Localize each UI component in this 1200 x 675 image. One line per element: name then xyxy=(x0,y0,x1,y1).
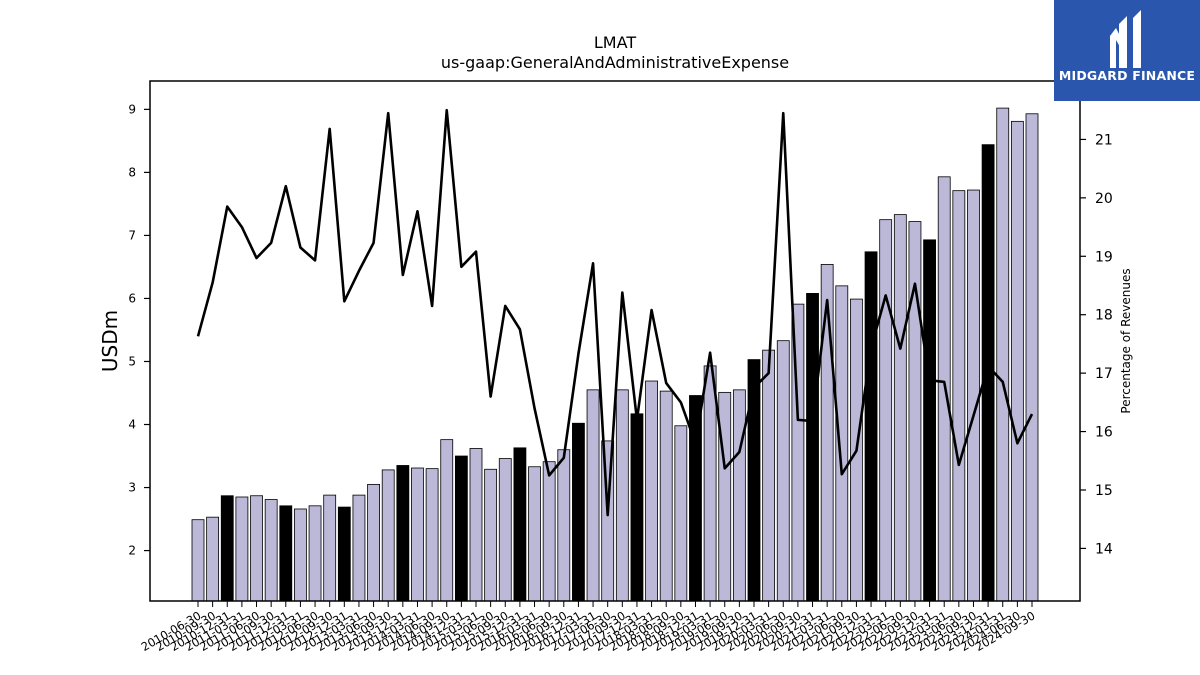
bar-2022-09-30 xyxy=(908,221,922,602)
bar-2017-03-31 xyxy=(586,389,600,602)
bar-2012-09-30 xyxy=(323,494,337,602)
bar-2015-03-31 xyxy=(469,448,483,602)
bar-2010-12-31 xyxy=(220,495,234,602)
bar-2011-12-31 xyxy=(279,505,293,602)
bar-2012-06-30 xyxy=(308,505,322,602)
brand-name: MIDGARD FINANCE xyxy=(1058,68,1196,83)
bar-2024-03-31 xyxy=(996,107,1010,602)
bar-2024-06-30 xyxy=(1010,120,1024,602)
bar-2023-12-31 xyxy=(981,144,995,602)
midgard-logo-icon xyxy=(1110,10,1141,68)
bar-2022-06-30 xyxy=(893,214,907,602)
bar-2011-06-30 xyxy=(250,495,263,602)
y-tick-label: 5 xyxy=(128,354,136,368)
revenue-percentage-line xyxy=(196,108,1034,517)
bar-group xyxy=(191,107,1039,602)
bar-2012-03-31 xyxy=(294,508,307,602)
bar-2015-09-30 xyxy=(498,458,512,602)
chart-subtitle: us-gaap:GeneralAndAdministrativeExpense xyxy=(441,53,789,72)
bar-2016-09-30 xyxy=(557,449,571,602)
y-tick-label: 7 xyxy=(128,228,136,242)
bar-2010-09-30 xyxy=(206,516,220,602)
bar-2011-09-30 xyxy=(264,499,278,602)
y2-tick-label: 15 xyxy=(1095,483,1113,499)
brand-logo: MIDGARD FINANCE xyxy=(1054,0,1200,101)
bar-2015-06-30 xyxy=(484,468,498,602)
y-tick-label: 6 xyxy=(128,291,136,305)
bar-2017-09-30 xyxy=(615,389,629,602)
y-tick-label: 8 xyxy=(128,165,136,179)
y2-tick-label: 21 xyxy=(1095,132,1113,148)
bar-2013-06-30 xyxy=(367,483,380,602)
plot-frame xyxy=(149,80,1081,602)
y2-tick-label: 17 xyxy=(1095,366,1113,382)
bar-2021-06-30 xyxy=(835,285,849,602)
y2-tick-label: 19 xyxy=(1095,249,1113,265)
bar-2020-03-31 xyxy=(762,349,776,602)
bar-2016-03-31 xyxy=(528,466,541,602)
y-tick-label: 9 xyxy=(128,102,136,116)
y2-axis-label: Percentage of Revenues xyxy=(1119,268,1133,413)
bar-2018-09-30 xyxy=(674,425,688,602)
y-axis: 2 3 4 5 6 7 8 9 xyxy=(128,102,150,558)
bar-2011-03-31 xyxy=(235,496,249,602)
bar-2013-09-30 xyxy=(381,469,395,602)
bar-2018-12-31 xyxy=(689,395,702,602)
y2-tick-label: 18 xyxy=(1095,308,1113,324)
y-tick-label: 4 xyxy=(128,418,136,432)
y2-tick-label: 16 xyxy=(1095,425,1113,441)
bar-2020-06-30 xyxy=(776,340,790,602)
bar-2014-06-30 xyxy=(425,468,439,602)
bar-2013-03-31 xyxy=(352,494,366,602)
bar-2022-12-31 xyxy=(923,239,936,602)
bar-2024-09-30 xyxy=(1025,113,1039,602)
bar-2016-12-31 xyxy=(572,422,585,602)
bar-2017-12-31 xyxy=(630,413,644,602)
bar-2019-06-30 xyxy=(718,391,732,602)
bar-2015-12-31 xyxy=(513,447,527,602)
bar-2013-12-31 xyxy=(396,465,410,602)
bar-2014-03-31 xyxy=(411,467,424,602)
bar-2014-12-31 xyxy=(454,455,468,602)
y2-axis: 14 15 16 17 18 19 20 21 xyxy=(1080,132,1113,557)
y-tick-label: 2 xyxy=(128,544,136,558)
bar-2012-12-31 xyxy=(337,506,351,602)
y-tick-label: 3 xyxy=(128,481,136,495)
bar-2019-03-31 xyxy=(703,365,717,602)
chart-title: LMAT xyxy=(594,33,636,52)
bar-2019-09-30 xyxy=(732,389,746,602)
bar-2021-12-31 xyxy=(864,251,878,602)
bar-2018-03-31 xyxy=(645,380,658,602)
bar-2014-09-30 xyxy=(440,439,454,602)
bar-2020-12-31 xyxy=(806,293,819,602)
bar-2010-06-30 xyxy=(191,519,205,602)
bar-2016-06-30 xyxy=(542,461,556,602)
bar-2018-06-30 xyxy=(659,390,673,602)
y2-tick-label: 14 xyxy=(1095,541,1113,557)
y-axis-label: USDm xyxy=(98,310,122,372)
bar-2019-12-31 xyxy=(747,359,761,602)
bar-2022-03-31 xyxy=(879,219,893,602)
bar-2023-09-30 xyxy=(967,189,980,602)
y2-tick-label: 20 xyxy=(1095,191,1113,207)
x-axis: 2010-06-302010-09-302010-12-312011-03-31… xyxy=(139,601,1038,654)
bar-2023-06-30 xyxy=(952,190,966,602)
